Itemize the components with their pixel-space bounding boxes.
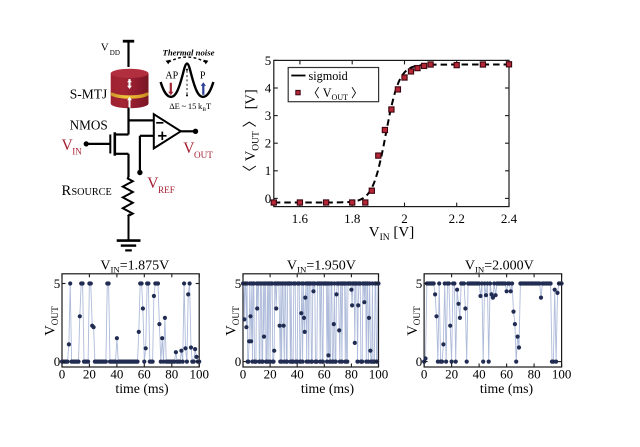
svg-text:IN: IN bbox=[72, 147, 82, 157]
svg-text:SOURCE: SOURCE bbox=[72, 187, 112, 198]
svg-text:ΔE ~ 15 kBT: ΔE ~ 15 kBT bbox=[169, 101, 212, 113]
svg-text:100: 100 bbox=[369, 366, 389, 381]
svg-text:80: 80 bbox=[165, 366, 178, 381]
svg-text:40: 40 bbox=[291, 366, 304, 381]
svg-text:1: 1 bbox=[265, 163, 272, 178]
svg-text:S-MTJ: S-MTJ bbox=[70, 86, 108, 101]
svg-text:100: 100 bbox=[189, 366, 209, 381]
svg-text:60: 60 bbox=[500, 366, 513, 381]
svg-text:3: 3 bbox=[265, 108, 272, 123]
svg-text:40: 40 bbox=[110, 366, 123, 381]
svg-text:5: 5 bbox=[54, 276, 61, 291]
svg-text:DD: DD bbox=[110, 49, 120, 57]
svg-text:5: 5 bbox=[235, 276, 242, 291]
svg-text:2: 2 bbox=[401, 211, 408, 226]
svg-text:0: 0 bbox=[265, 191, 272, 206]
svg-text:4: 4 bbox=[265, 80, 272, 95]
svg-text:V: V bbox=[147, 175, 159, 192]
svg-text:100: 100 bbox=[552, 366, 572, 381]
svg-text:NMOS: NMOS bbox=[70, 118, 108, 133]
svg-text:VIN=2.000V: VIN=2.000V bbox=[465, 258, 534, 274]
svg-text:V: V bbox=[101, 42, 109, 54]
svg-text:REF: REF bbox=[158, 185, 175, 195]
svg-text:80: 80 bbox=[528, 366, 541, 381]
svg-text:5: 5 bbox=[265, 53, 272, 68]
svg-text:V: V bbox=[183, 140, 195, 157]
svg-text:5: 5 bbox=[416, 276, 423, 291]
svg-text:20: 20 bbox=[264, 366, 277, 381]
svg-text:VOUT: VOUT bbox=[405, 306, 422, 336]
svg-text:0: 0 bbox=[59, 366, 66, 381]
svg-text:VIN [V]: VIN [V] bbox=[369, 225, 414, 244]
svg-text:V: V bbox=[62, 137, 74, 154]
svg-text:1.6: 1.6 bbox=[292, 211, 309, 226]
svg-text:0: 0 bbox=[416, 354, 423, 369]
svg-text:time (ms): time (ms) bbox=[480, 381, 533, 397]
svg-text:1.8: 1.8 bbox=[344, 211, 360, 226]
svg-text:2: 2 bbox=[265, 136, 272, 151]
svg-text:0: 0 bbox=[421, 366, 428, 381]
svg-text:R: R bbox=[62, 183, 72, 199]
svg-text:60: 60 bbox=[138, 366, 151, 381]
svg-text:40: 40 bbox=[473, 366, 486, 381]
svg-text:OUT: OUT bbox=[194, 150, 213, 160]
svg-text:VIN=1.875V: VIN=1.875V bbox=[100, 258, 169, 274]
svg-text:0: 0 bbox=[240, 366, 247, 381]
svg-text:time (ms): time (ms) bbox=[115, 381, 168, 397]
svg-text:P: P bbox=[200, 70, 206, 81]
svg-text:AP: AP bbox=[165, 70, 178, 81]
svg-text:2.2: 2.2 bbox=[449, 211, 465, 226]
svg-text:〈 VOUT 〉: 〈 VOUT 〉 bbox=[308, 86, 364, 102]
svg-text:VOUT: VOUT bbox=[224, 306, 241, 336]
svg-text:VIN=1.950V: VIN=1.950V bbox=[287, 258, 356, 274]
svg-text:Thermal noise: Thermal noise bbox=[163, 48, 215, 58]
svg-text:time (ms): time (ms) bbox=[301, 381, 354, 397]
svg-text:60: 60 bbox=[318, 366, 331, 381]
svg-text:0: 0 bbox=[235, 354, 242, 369]
svg-text:20: 20 bbox=[83, 366, 96, 381]
svg-text:〈 VOUT 〉 [V]: 〈 VOUT 〉 [V] bbox=[242, 89, 261, 179]
svg-text:20: 20 bbox=[445, 366, 458, 381]
svg-text:0: 0 bbox=[54, 354, 61, 369]
svg-text:sigmoid: sigmoid bbox=[309, 69, 348, 83]
svg-text:80: 80 bbox=[345, 366, 358, 381]
svg-text:VOUT: VOUT bbox=[43, 306, 60, 336]
svg-text:2.4: 2.4 bbox=[501, 211, 518, 226]
